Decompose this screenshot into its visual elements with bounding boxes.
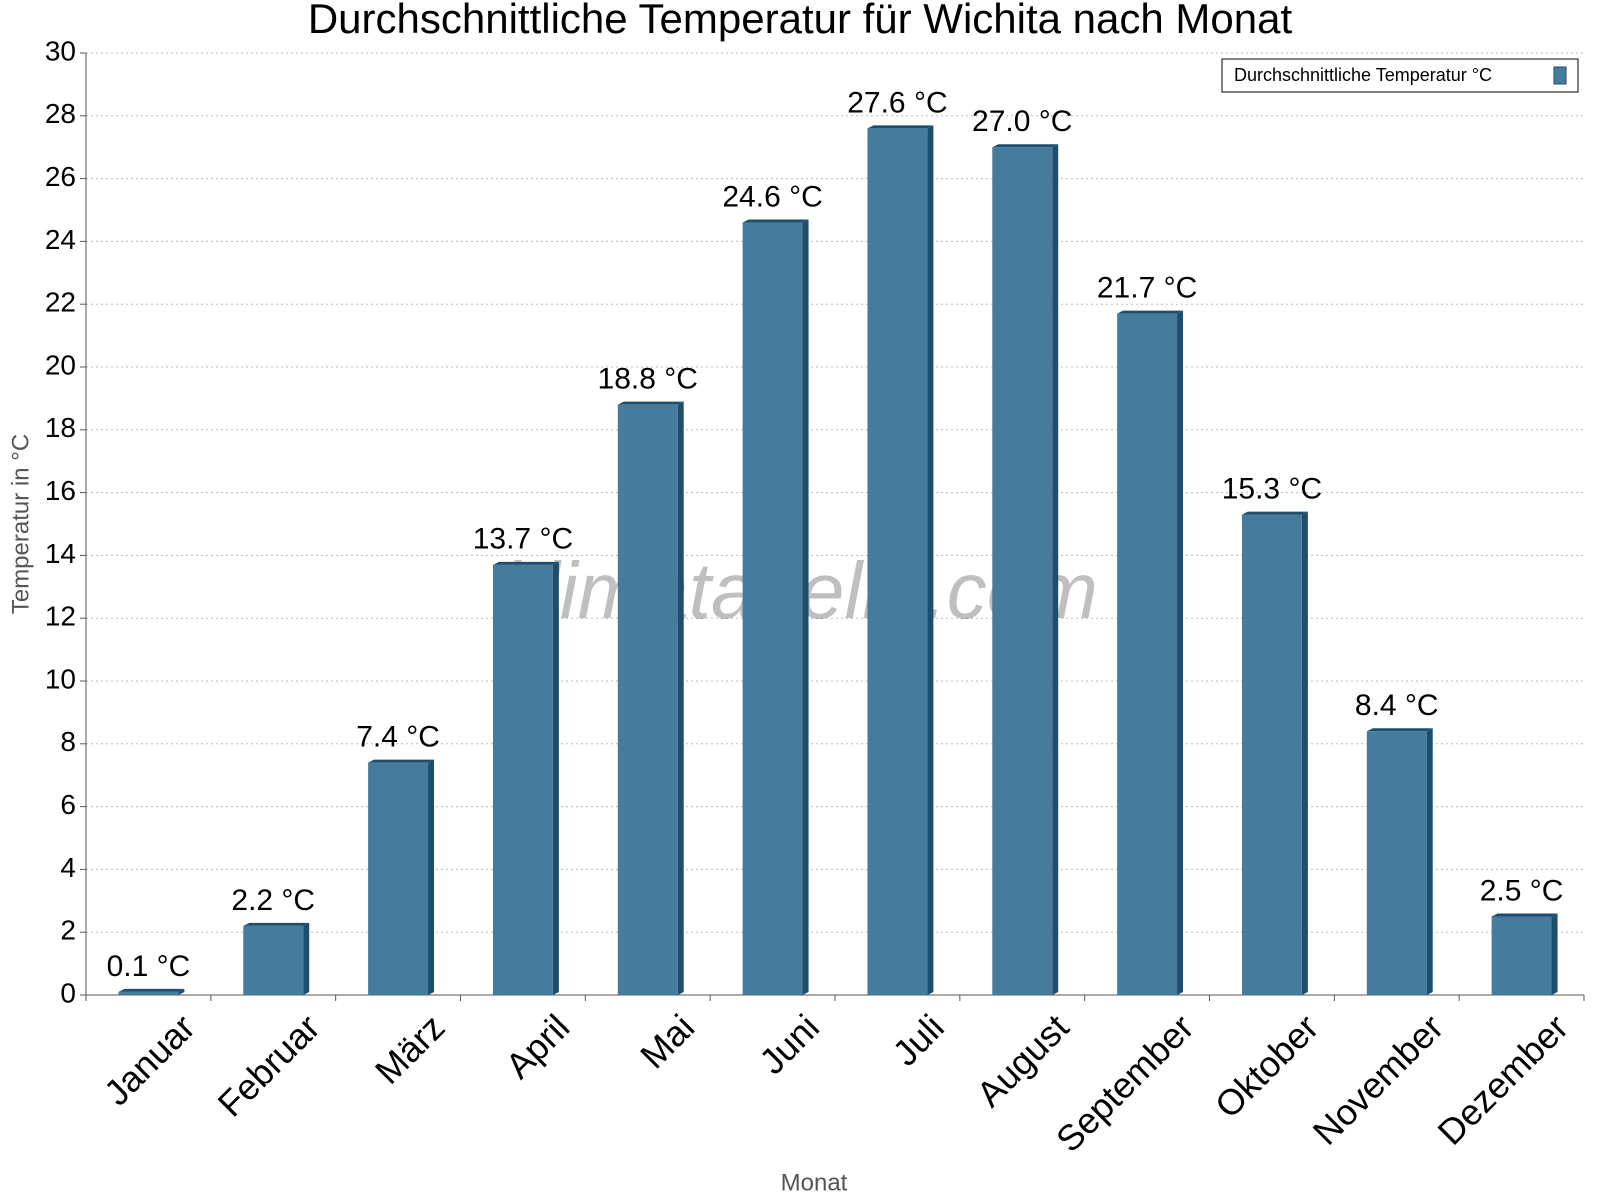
y-tick-label: 18 [45, 412, 76, 443]
value-label: 15.3 °C [1222, 473, 1322, 506]
bar-top [492, 561, 559, 565]
y-tick-label: 6 [60, 789, 76, 820]
bar [492, 564, 553, 995]
bar-top [1491, 913, 1558, 917]
x-tick-label: Januar [96, 1006, 203, 1113]
x-tick-label: Dezember [1430, 1006, 1576, 1152]
y-tick-label: 24 [45, 224, 76, 255]
y-tick-label: 22 [45, 287, 76, 318]
bar [1491, 916, 1552, 995]
y-axis-title: Temperatur in °C [7, 434, 34, 614]
x-tick-label: Mai [632, 1006, 702, 1076]
bar [742, 222, 803, 995]
bar-side [677, 401, 684, 995]
bar-top [617, 401, 684, 405]
bar [867, 128, 928, 996]
legend-box [1221, 58, 1579, 93]
value-label: 27.6 °C [847, 86, 947, 119]
y-tick-label: 30 [45, 35, 76, 66]
chart-title: Durchschnittliche Temperatur für Wichita… [308, 0, 1293, 42]
y-tick-label: 4 [60, 852, 76, 883]
value-label: 2.5 °C [1480, 874, 1564, 907]
value-label: 0.1 °C [107, 950, 191, 983]
bar-top [1117, 310, 1184, 314]
bar [243, 925, 304, 995]
x-tick-label: September [1048, 1006, 1202, 1160]
y-tick-label: 20 [45, 349, 76, 380]
legend-swatch [1553, 66, 1567, 85]
y-tick-label: 2 [60, 915, 76, 946]
x-axis-title: Monat [781, 1169, 848, 1196]
y-tick-label: 12 [45, 601, 76, 632]
y-tick-label: 14 [45, 538, 76, 569]
legend-label: Durchschnittliche Temperatur °C [1234, 65, 1492, 85]
x-tick-label: August [968, 1006, 1076, 1114]
bar [118, 991, 179, 995]
x-tick-label: Juli [885, 1006, 952, 1073]
value-label: 7.4 °C [356, 721, 440, 754]
bar-top [243, 922, 310, 926]
bar-side [552, 561, 559, 995]
bar-side [927, 125, 934, 996]
bar [1117, 313, 1178, 995]
bar [1241, 514, 1302, 995]
bar-side [1052, 144, 1059, 995]
x-tick-label: März [367, 1006, 453, 1092]
bar-side [1177, 310, 1184, 995]
value-label: 8.4 °C [1355, 689, 1439, 722]
bar-top [1366, 728, 1433, 732]
bar-side [1551, 913, 1558, 995]
bar-top [368, 759, 435, 763]
bar-top [992, 144, 1059, 148]
bar-top [742, 219, 809, 223]
bar-top [1241, 511, 1308, 515]
bar [992, 147, 1053, 995]
bar-side [178, 988, 185, 995]
bar-side [1426, 728, 1433, 995]
bar [1366, 731, 1427, 995]
x-tick-label: Juni [751, 1006, 827, 1082]
y-tick-label: 26 [45, 161, 76, 192]
y-tick-label: 8 [60, 726, 76, 757]
bar-top [118, 988, 185, 992]
value-label: 18.8 °C [598, 363, 698, 396]
bar [368, 762, 429, 995]
x-tick-label: April [497, 1006, 577, 1086]
x-tick-label: November [1305, 1006, 1451, 1152]
y-tick-label: 0 [60, 977, 76, 1008]
y-tick-label: 16 [45, 475, 76, 506]
value-label: 13.7 °C [473, 523, 573, 556]
value-label: 2.2 °C [231, 884, 315, 917]
bar [617, 404, 678, 995]
x-tick-label: Februar [210, 1006, 328, 1124]
y-tick-label: 28 [45, 98, 76, 129]
bar-side [1301, 511, 1308, 995]
value-label: 24.6 °C [722, 180, 822, 213]
value-label: 21.7 °C [1097, 272, 1197, 305]
bar-side [428, 759, 435, 995]
x-tick-label: Oktober [1207, 1006, 1327, 1126]
bar-side [802, 219, 809, 995]
bar-side [303, 922, 310, 995]
bar-top [867, 125, 934, 129]
y-tick-label: 10 [45, 663, 76, 694]
value-label: 27.0 °C [972, 105, 1072, 138]
